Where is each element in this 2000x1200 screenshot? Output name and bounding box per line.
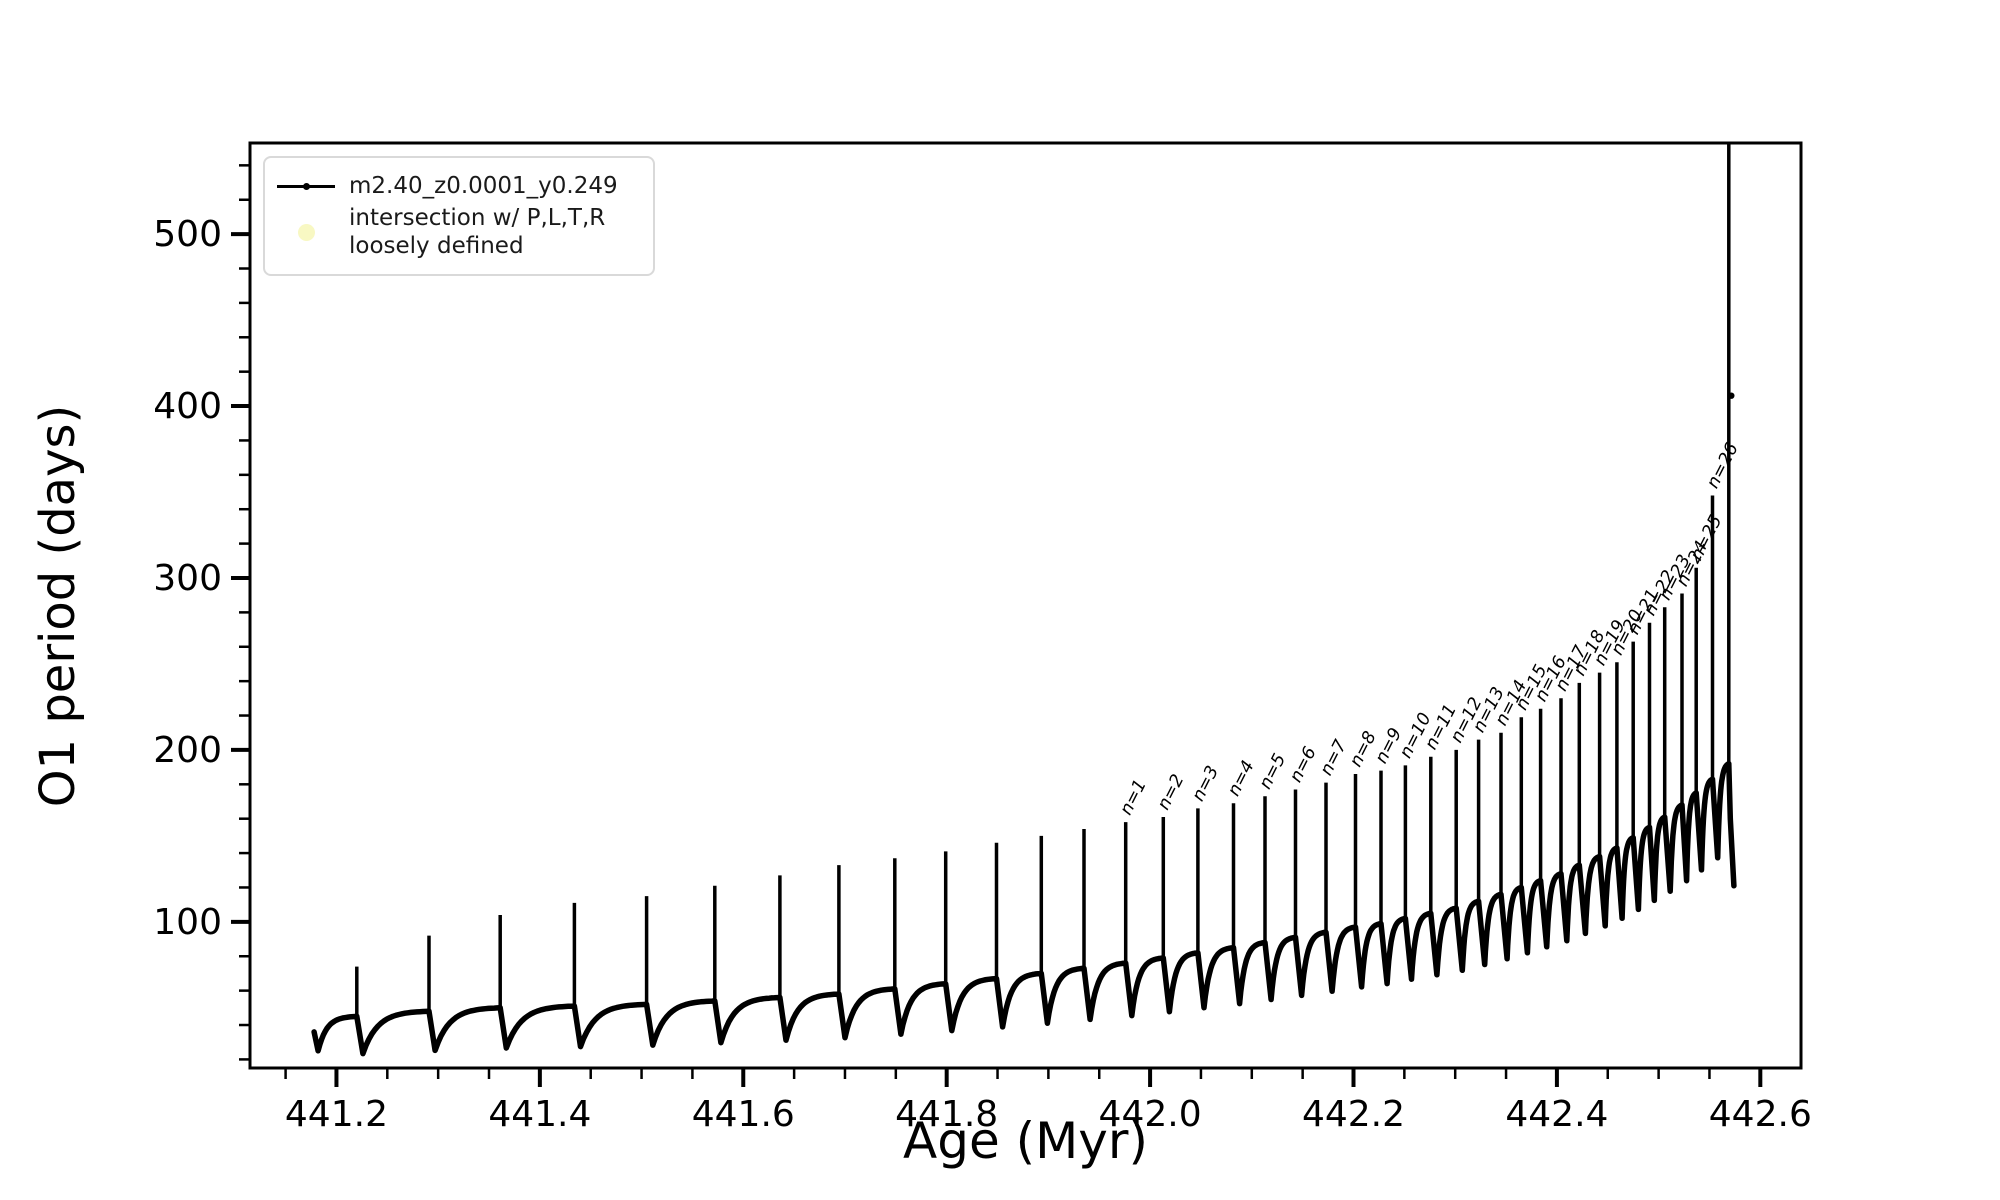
- y-axis-ticks: [231, 164, 250, 1061]
- x-tick-label: 442.0: [1099, 1094, 1202, 1135]
- y-tick-label: 400: [153, 386, 222, 427]
- pulse-label: n=25: [1687, 512, 1727, 564]
- pulse-label: n=5: [1256, 751, 1291, 793]
- pulse-spikes: [355, 143, 1731, 1017]
- x-tick-label: 441.4: [488, 1094, 591, 1135]
- x-axis-ticks: [284, 1068, 1763, 1087]
- legend: m2.40_z0.0001_y0.249 intersection w/ P,L…: [263, 156, 655, 277]
- legend-label-track: m2.40_z0.0001_y0.249: [349, 173, 618, 199]
- pulse-label: n=6: [1286, 744, 1321, 786]
- legend-item-intersection: intersection w/ P,L,T,R loosely defined: [277, 204, 637, 260]
- y-axis-label: O1 period (days): [30, 404, 86, 808]
- y-tick-label: 500: [153, 214, 222, 255]
- x-tick-label: 442.6: [1709, 1094, 1812, 1135]
- pulse-label: n=4: [1224, 758, 1259, 800]
- pulse-label: n=26: [1703, 440, 1743, 492]
- pulse-label: n=1: [1116, 776, 1151, 818]
- period-track-line: [311, 760, 1737, 1057]
- data-point-dot: [1728, 392, 1735, 399]
- y-tick-label: 100: [153, 902, 222, 943]
- x-tick-label: 441.6: [692, 1094, 795, 1135]
- pulse-label: n=2: [1154, 771, 1189, 813]
- axes-spines: [248, 141, 1803, 1070]
- pulse-label: n=7: [1317, 737, 1352, 779]
- x-axis-label: Age (Myr): [903, 1112, 1148, 1170]
- x-tick-label: 441.8: [895, 1094, 998, 1135]
- x-tick-label: 441.2: [285, 1094, 388, 1135]
- y-tick-label: 200: [153, 730, 222, 771]
- x-tick-label: 442.4: [1505, 1094, 1608, 1135]
- legend-label-intersection: intersection w/ P,L,T,R loosely defined: [349, 205, 606, 260]
- intersection-marker-icon: [277, 223, 335, 241]
- line-dot-marker-icon: [277, 182, 335, 190]
- y-tick-label: 300: [153, 558, 222, 599]
- pulse-label: n=3: [1189, 763, 1224, 805]
- legend-item-track: m2.40_z0.0001_y0.249: [277, 172, 637, 200]
- x-tick-label: 442.2: [1302, 1094, 1405, 1135]
